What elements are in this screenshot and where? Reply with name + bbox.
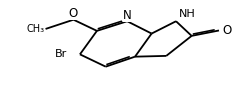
Text: CH₃: CH₃ [27, 24, 45, 34]
Text: O: O [69, 7, 78, 20]
Text: N: N [123, 9, 132, 22]
Text: O: O [223, 24, 232, 37]
Text: Br: Br [55, 49, 68, 59]
Text: NH: NH [179, 9, 196, 19]
